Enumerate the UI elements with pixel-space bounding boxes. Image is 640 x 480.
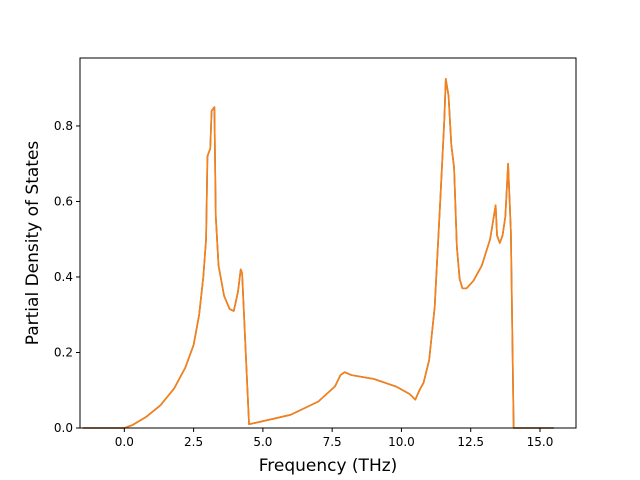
x-tick-label: 10.0 bbox=[388, 435, 415, 449]
x-tick-label: 15.0 bbox=[527, 435, 554, 449]
series-layer bbox=[82, 77, 554, 429]
y-tick-label: 0.2 bbox=[54, 345, 73, 359]
x-tick-label: 0.0 bbox=[115, 435, 134, 449]
y-tick-label: 0.4 bbox=[54, 270, 73, 284]
axes-frame bbox=[79, 57, 577, 429]
y-axis-ticks: 0.0 0.2 0.4 0.6 0.8 bbox=[54, 119, 80, 435]
x-axis-label: Frequency (THz) bbox=[259, 456, 398, 476]
x-tick-label: 2.5 bbox=[184, 435, 203, 449]
x-axis-ticks: 0.0 2.5 5.0 7.5 10.0 12.5 15.0 bbox=[115, 428, 554, 449]
y-axis-label: Partial Density of States bbox=[23, 141, 43, 346]
x-tick-label: 7.5 bbox=[323, 435, 342, 449]
series-line-2 bbox=[82, 77, 554, 429]
x-tick-label: 5.0 bbox=[253, 435, 272, 449]
y-tick-label: 0.6 bbox=[54, 194, 73, 208]
plot-area bbox=[80, 58, 576, 428]
y-tick-label: 0.8 bbox=[54, 119, 73, 133]
x-tick-label: 12.5 bbox=[457, 435, 484, 449]
y-tick-label: 0.0 bbox=[54, 421, 73, 435]
